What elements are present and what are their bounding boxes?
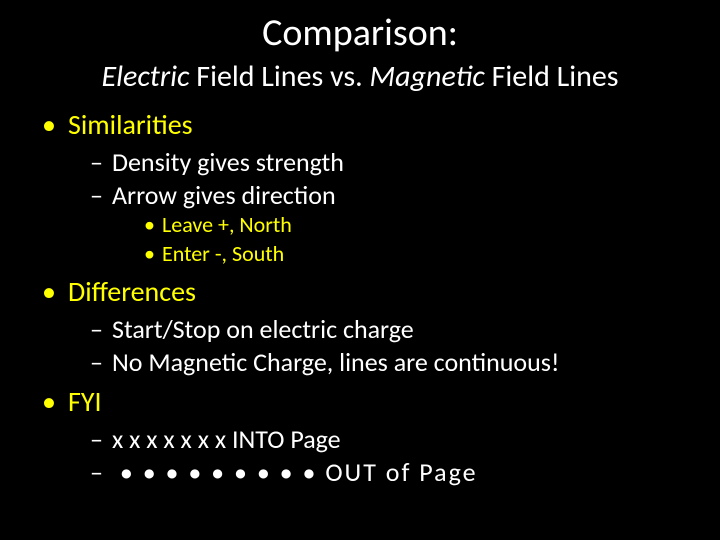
dash-icon: – [90,179,112,212]
dash-icon: – [90,146,112,179]
subtitle-plain-2: Field Lines [485,58,619,95]
dash-icon: – [90,313,112,346]
subtitle-plain-1: Field Lines vs. [190,58,370,95]
dash-icon: – [90,346,112,379]
slide-title: Comparison: [36,10,684,56]
bullet-icon: • [144,240,162,269]
subtitle-italic-2: Magnetic [370,58,485,95]
subtitle-italic-1: Electric [101,58,189,95]
bullet-label: FYI [68,384,102,419]
sub-item-text: x x x x x x x INTO Page [112,423,341,455]
sub-item-text: • • • • • • • • • OUT of Page [112,456,478,488]
sub-item: – • • • • • • • • • OUT of Page [90,456,684,489]
slide-subtitle: Electric Field Lines vs. Magnetic Field … [36,58,684,95]
bullet-label: Similarities [68,107,193,142]
bullet-icon: • [144,211,162,240]
sub-item-text: No Magnetic Charge, lines are continuous… [112,346,559,378]
sub-sub-item-text: Leave +, North [162,211,292,238]
sub-item: –Density gives strength [90,146,684,179]
bullet-label: Differences [68,274,196,309]
sub-item: –No Magnetic Charge, lines are continuou… [90,346,684,379]
bullet-differences: •Differences [42,274,684,309]
bullet-icon: • [42,274,68,309]
sub-sub-item: •Enter -, South [144,240,684,269]
bullet-similarities: •Similarities [42,107,684,142]
sub-item-text: Density gives strength [112,146,344,178]
sub-sub-item: •Leave +, North [144,211,684,240]
sub-item: –x x x x x x x INTO Page [90,423,684,456]
bullet-fyi: •FYI [42,384,684,419]
bullet-icon: • [42,107,68,142]
sub-sub-item-text: Enter -, South [162,240,284,267]
dash-icon: – [90,456,112,489]
sub-item-text: Start/Stop on electric charge [112,313,414,345]
bullet-icon: • [42,384,68,419]
sub-item: –Arrow gives direction [90,179,684,212]
sub-item: –Start/Stop on electric charge [90,313,684,346]
dash-icon: – [90,423,112,456]
sub-item-text: Arrow gives direction [112,179,336,211]
